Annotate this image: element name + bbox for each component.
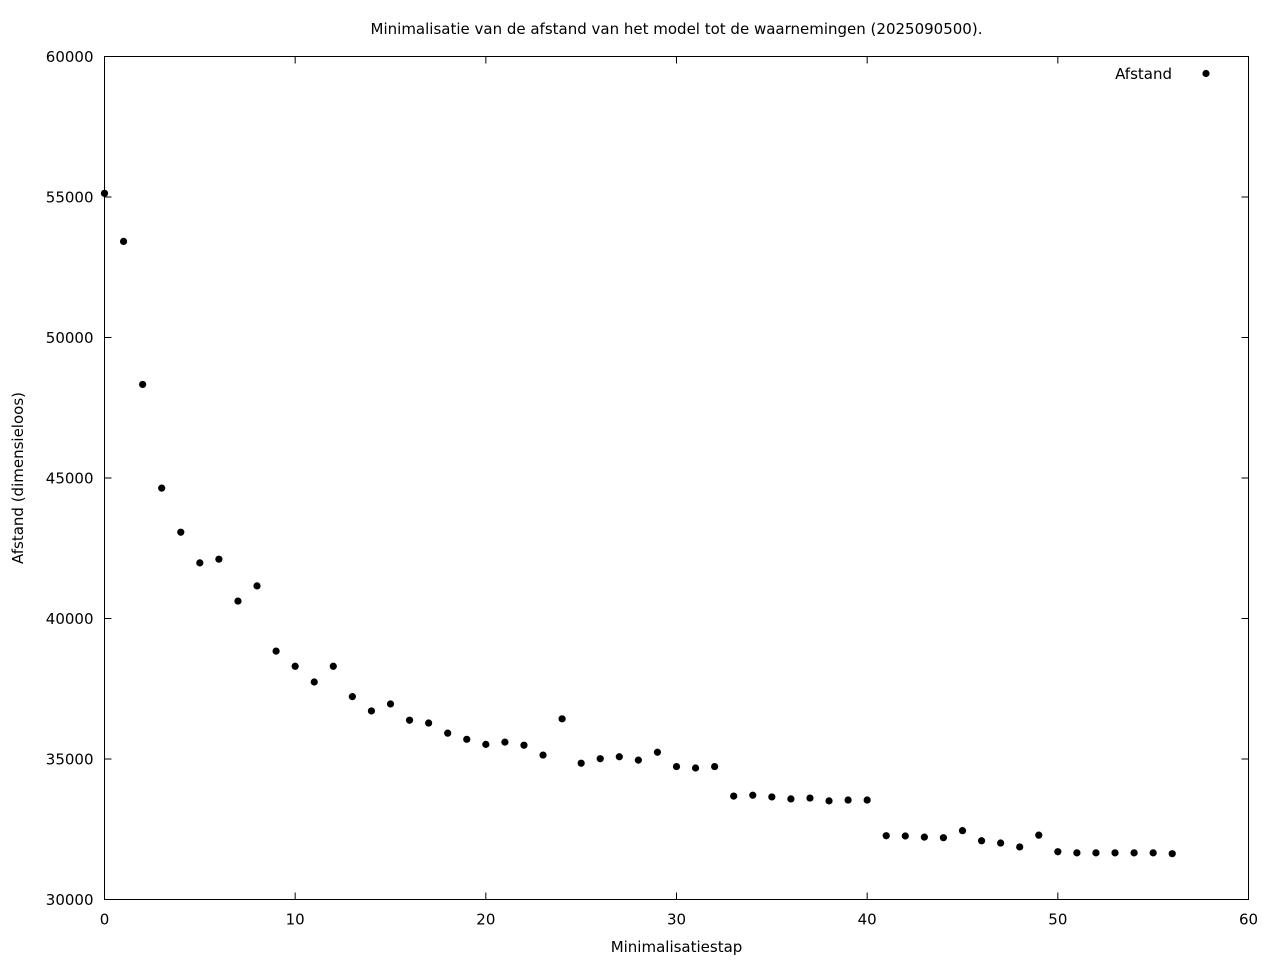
- data-point: [1054, 848, 1062, 856]
- legend-label-afstand: Afstand: [1115, 65, 1172, 83]
- x-tick-label: 50: [1048, 911, 1067, 929]
- data-point: [119, 237, 128, 245]
- data-point: [997, 839, 1005, 847]
- y-tick-label: 50000: [46, 329, 94, 347]
- data-point: [291, 662, 299, 670]
- data-point: [1168, 850, 1176, 858]
- data-point: [1149, 849, 1157, 857]
- data-point: [310, 678, 318, 686]
- data-point: [768, 793, 776, 801]
- data-point: [1111, 849, 1119, 857]
- data-point: [482, 740, 490, 748]
- data-point: [425, 719, 433, 727]
- data-point: [520, 741, 528, 749]
- data-point: [463, 735, 471, 743]
- x-tick-label: 20: [476, 911, 495, 929]
- data-point: [977, 837, 986, 845]
- legend: Afstand: [1115, 65, 1210, 83]
- data-point: [596, 755, 604, 763]
- data-point: [653, 748, 662, 756]
- data-point: [329, 662, 337, 670]
- data-point: [405, 716, 414, 724]
- y-axis: 30000 35000 40000 45000 50000 55000 60000: [46, 48, 1249, 909]
- data-point: [825, 797, 833, 805]
- data-point: [234, 597, 242, 605]
- x-axis-label: Minimalisatiestap: [611, 938, 743, 956]
- data-point: [711, 762, 719, 771]
- data-point: [386, 700, 395, 708]
- data-point: [939, 834, 948, 842]
- x-tick-label: 0: [100, 911, 110, 929]
- x-axis: 0 10 20 30 40 50 60: [100, 56, 1258, 929]
- x-tick-label: 60: [1239, 911, 1258, 929]
- data-point: [1073, 849, 1081, 857]
- data-point: [367, 707, 376, 715]
- data-point: [901, 832, 909, 840]
- data-point: [558, 715, 566, 723]
- data-point: [634, 756, 642, 764]
- y-tick-label: 35000: [46, 751, 94, 769]
- data-point: [1092, 849, 1100, 857]
- data-point: [501, 738, 509, 746]
- data-point: [920, 833, 928, 841]
- data-point: [139, 380, 147, 389]
- y-axis-label: Afstand (dimensieloos): [9, 392, 27, 564]
- chart-title: Minimalisatie van de afstand van het mod…: [371, 20, 983, 38]
- y-tick-label: 45000: [46, 470, 94, 488]
- data-point: [615, 753, 623, 761]
- y-tick-label: 60000: [46, 48, 94, 66]
- data-point: [806, 794, 814, 802]
- data-point: [444, 729, 452, 737]
- data-point: [539, 751, 547, 759]
- data-point: [253, 582, 261, 590]
- data-point: [672, 762, 681, 771]
- series-afstand: [100, 189, 1176, 858]
- data-point: [158, 484, 166, 492]
- data-point: [730, 792, 738, 800]
- y-tick-label: 30000: [46, 891, 94, 909]
- x-tick-label: 10: [286, 911, 305, 929]
- data-point: [749, 791, 757, 799]
- data-point: [691, 764, 700, 772]
- y-tick-label: 55000: [46, 189, 94, 207]
- data-point: [348, 693, 356, 701]
- data-point: [100, 189, 109, 197]
- data-point: [272, 647, 280, 655]
- data-point: [1130, 849, 1138, 857]
- legend-marker-afstand: [1202, 69, 1210, 78]
- x-tick-label: 30: [667, 911, 686, 929]
- data-point: [1035, 831, 1043, 839]
- data-point: [196, 559, 204, 567]
- data-point: [882, 832, 890, 840]
- data-point: [958, 827, 967, 835]
- plot-frame: [104, 56, 1249, 900]
- data-point: [1016, 843, 1024, 851]
- data-point: [177, 528, 185, 536]
- data-point: [215, 555, 223, 563]
- y-tick-label: 40000: [46, 610, 94, 628]
- data-point: [787, 795, 795, 803]
- x-tick-label: 40: [858, 911, 877, 929]
- data-point: [577, 759, 585, 767]
- data-point: [844, 796, 852, 804]
- data-point: [863, 796, 871, 804]
